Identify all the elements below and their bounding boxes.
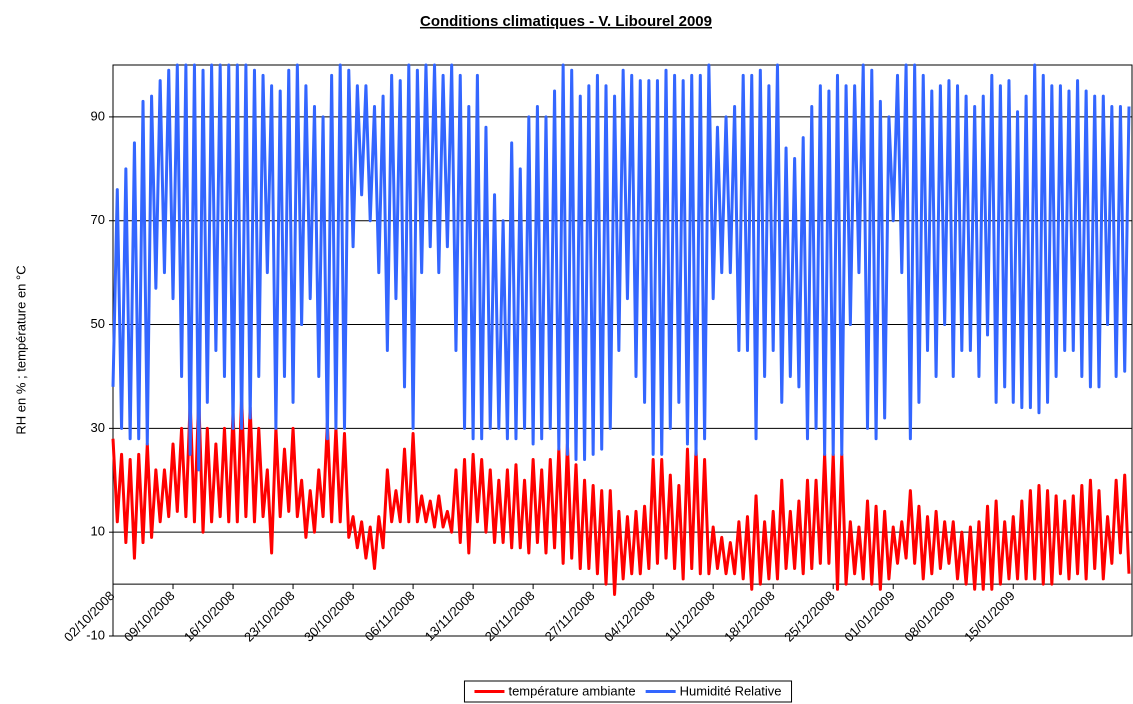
y-tick-label: 50 — [91, 316, 105, 331]
y-tick-label: 90 — [91, 108, 105, 123]
legend-box — [463, 680, 793, 703]
legend: température ambiante Humidité Relative — [463, 680, 793, 703]
y-tick-label: 10 — [91, 524, 105, 539]
legend-label: température ambiante — [508, 683, 635, 698]
y-axis-title: RH en % ; température en °C — [13, 265, 28, 434]
y-tick-label: -10 — [86, 627, 105, 642]
data-line — [111, 395, 1131, 596]
y-tick-label: 30 — [91, 420, 105, 435]
y-tick-label: 70 — [91, 212, 105, 227]
legend-label: Humidité Relative — [680, 683, 782, 698]
data-line — [111, 63, 1131, 472]
chart-title: Conditions climatiques - V. Libourel 200… — [420, 13, 712, 30]
